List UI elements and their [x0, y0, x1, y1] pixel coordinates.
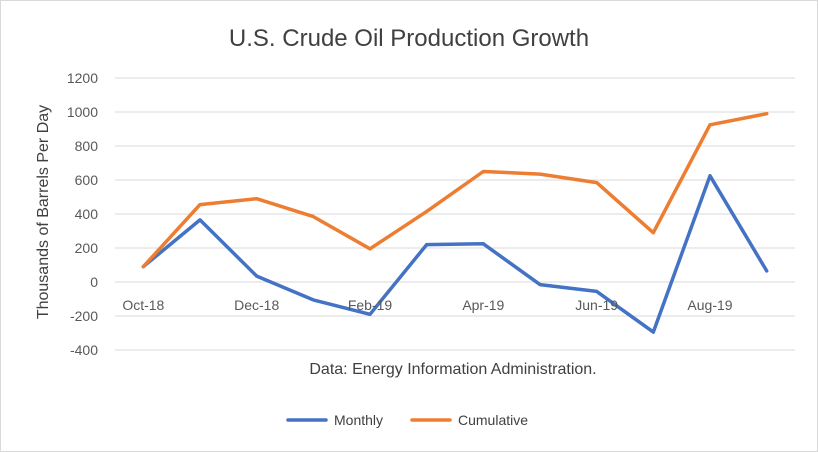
y-tick-label: 200 — [75, 240, 99, 256]
data-point-monthly — [708, 174, 712, 178]
y-tick-label: 0 — [90, 274, 98, 290]
data-point-cumulative — [595, 181, 599, 185]
data-point-cumulative — [538, 172, 542, 176]
source-annotation: Data: Energy Information Administration. — [309, 361, 596, 378]
series-line-monthly — [141, 174, 769, 334]
data-point-monthly — [198, 218, 202, 222]
series-line-cumulative — [141, 111, 769, 269]
legend-label-monthly: Monthly — [334, 412, 383, 428]
x-tick-label: Oct-18 — [122, 297, 164, 313]
y-tick-label: 600 — [75, 172, 99, 188]
y-tick-label: 1000 — [67, 104, 98, 120]
data-point-monthly — [538, 283, 542, 287]
y-tick-labels: 1200 1000 800 600 400 200 0 -200 -400 — [67, 70, 98, 358]
y-tick-label: 400 — [75, 206, 99, 222]
gridlines — [115, 77, 795, 351]
legend: Monthly Cumulative — [286, 412, 528, 428]
data-point-monthly — [651, 330, 655, 334]
data-point-monthly — [595, 289, 599, 293]
y-tick-label: 800 — [75, 138, 99, 154]
y-tick-label: 1200 — [67, 70, 98, 86]
data-point-cumulative — [198, 203, 202, 207]
data-point-monthly — [368, 312, 372, 316]
x-tick-label: Dec-18 — [234, 297, 279, 313]
data-point-cumulative — [141, 265, 145, 269]
data-point-monthly — [311, 298, 315, 302]
data-point-cumulative — [651, 231, 655, 235]
x-tick-label: Aug-19 — [687, 297, 732, 313]
data-point-monthly — [765, 269, 769, 273]
data-point-cumulative — [311, 215, 315, 219]
legend-label-cumulative: Cumulative — [458, 412, 528, 428]
data-point-cumulative — [255, 197, 259, 201]
x-tick-label: Apr-19 — [462, 297, 504, 313]
data-point-monthly — [425, 243, 429, 247]
data-point-cumulative — [765, 112, 769, 116]
y-tick-label: -200 — [70, 308, 98, 324]
chart-title: U.S. Crude Oil Production Growth — [229, 25, 589, 52]
data-point-cumulative — [708, 123, 712, 127]
y-tick-label: -400 — [70, 342, 98, 358]
data-point-cumulative — [368, 247, 372, 251]
data-point-cumulative — [481, 170, 485, 173]
x-tick-label: Feb-19 — [348, 297, 393, 313]
data-point-monthly — [255, 274, 259, 278]
x-tick-label: Jun-19 — [575, 297, 618, 313]
data-point-monthly — [481, 242, 485, 246]
series-lines — [141, 111, 769, 334]
y-axis-label: Thousands of Barrels Per Day — [35, 105, 52, 319]
x-tick-labels: Oct-18 Dec-18 Feb-19 Apr-19 Jun-19 Aug-19 — [122, 297, 732, 313]
data-point-cumulative — [425, 209, 429, 213]
